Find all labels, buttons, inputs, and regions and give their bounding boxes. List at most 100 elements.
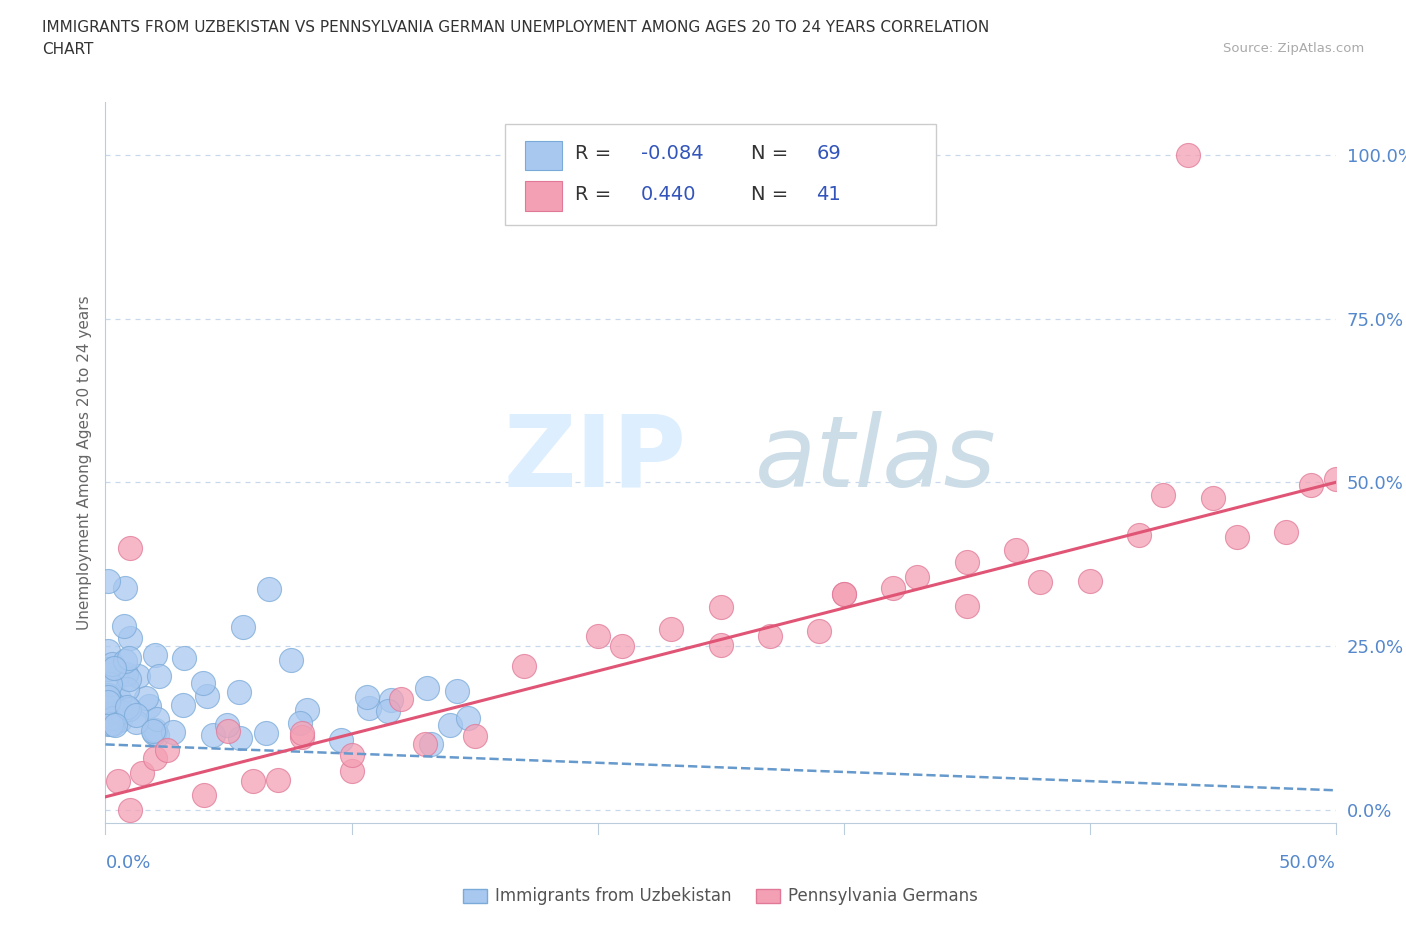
Point xyxy=(108,692,131,707)
Point xyxy=(143,647,166,662)
Text: atlas: atlas xyxy=(755,410,997,508)
Point xyxy=(143,725,166,740)
Point xyxy=(267,773,290,788)
Point xyxy=(254,725,277,740)
Text: R =: R = xyxy=(575,144,612,164)
Point xyxy=(120,803,141,817)
Text: IMMIGRANTS FROM UZBEKISTAN VS PENNSYLVANIA GERMAN UNEMPLOYMENT AMONG AGES 20 TO : IMMIGRANTS FROM UZBEKISTAN VS PENNSYLVAN… xyxy=(42,20,990,35)
Point xyxy=(356,689,378,704)
Point xyxy=(195,688,218,703)
Point xyxy=(257,582,280,597)
Point xyxy=(1301,478,1323,493)
Text: 50.0%: 50.0% xyxy=(1279,854,1336,871)
Point xyxy=(377,703,399,718)
Point xyxy=(389,691,412,706)
Point xyxy=(114,667,136,682)
Point xyxy=(100,717,122,732)
Point xyxy=(114,654,136,669)
Point xyxy=(228,685,250,700)
Point xyxy=(173,651,195,666)
Point xyxy=(97,690,120,705)
Point xyxy=(1004,542,1026,557)
Point xyxy=(295,703,318,718)
Point xyxy=(103,718,125,733)
Point xyxy=(103,660,125,675)
Point xyxy=(832,586,855,601)
Point xyxy=(586,629,609,644)
Point xyxy=(117,699,139,714)
Point xyxy=(610,638,633,653)
Point xyxy=(120,631,142,645)
Point xyxy=(215,717,238,732)
Point xyxy=(97,716,120,731)
Point xyxy=(710,600,733,615)
Point xyxy=(1153,487,1175,502)
Text: R =: R = xyxy=(575,185,612,205)
Point xyxy=(118,671,141,686)
Point xyxy=(114,580,136,595)
Point xyxy=(101,696,124,711)
Point xyxy=(1128,528,1150,543)
Point xyxy=(1275,525,1298,539)
Point xyxy=(956,598,979,613)
Text: CHART: CHART xyxy=(42,42,94,57)
Point xyxy=(146,711,169,726)
Point xyxy=(127,669,149,684)
Point xyxy=(419,737,441,751)
Point xyxy=(124,708,146,723)
Point xyxy=(117,682,139,697)
Point xyxy=(173,698,195,712)
Point xyxy=(1177,147,1199,162)
Point xyxy=(98,676,121,691)
Point xyxy=(103,711,125,725)
Point xyxy=(340,764,363,778)
Point xyxy=(464,728,486,743)
Point xyxy=(1202,491,1225,506)
Point xyxy=(142,724,165,739)
Point xyxy=(191,676,214,691)
Point xyxy=(148,669,170,684)
Point xyxy=(661,621,683,636)
Point xyxy=(882,580,904,595)
Point xyxy=(291,729,314,744)
Point xyxy=(1029,575,1052,590)
Point xyxy=(357,701,380,716)
Point xyxy=(156,742,179,757)
Text: 41: 41 xyxy=(817,185,841,205)
Text: 0.440: 0.440 xyxy=(641,185,696,205)
Point xyxy=(97,711,120,726)
Point xyxy=(97,573,120,588)
Point xyxy=(415,681,437,696)
Point xyxy=(125,714,148,729)
Text: Source: ZipAtlas.com: Source: ZipAtlas.com xyxy=(1223,42,1364,55)
Point xyxy=(1078,573,1101,588)
Point xyxy=(513,658,536,673)
Point xyxy=(104,705,127,720)
Point xyxy=(710,638,733,653)
Text: N =: N = xyxy=(751,185,789,205)
Point xyxy=(1324,472,1347,486)
Point xyxy=(759,628,782,643)
Point xyxy=(956,555,979,570)
Point xyxy=(193,788,215,803)
Point xyxy=(110,705,132,720)
Point xyxy=(380,693,402,708)
Point xyxy=(143,751,166,765)
Point xyxy=(145,723,167,737)
Point xyxy=(340,748,363,763)
Point xyxy=(138,698,160,713)
Point xyxy=(807,623,830,638)
Point xyxy=(104,671,127,685)
Point xyxy=(97,661,120,676)
Point xyxy=(117,650,139,665)
Point xyxy=(202,727,225,742)
Point xyxy=(413,737,436,751)
Point xyxy=(131,765,153,780)
Point xyxy=(107,774,129,789)
Point xyxy=(291,726,314,741)
FancyBboxPatch shape xyxy=(524,140,562,170)
Point xyxy=(146,727,169,742)
Point xyxy=(439,718,461,733)
Point xyxy=(218,724,240,738)
Point xyxy=(1226,529,1249,544)
